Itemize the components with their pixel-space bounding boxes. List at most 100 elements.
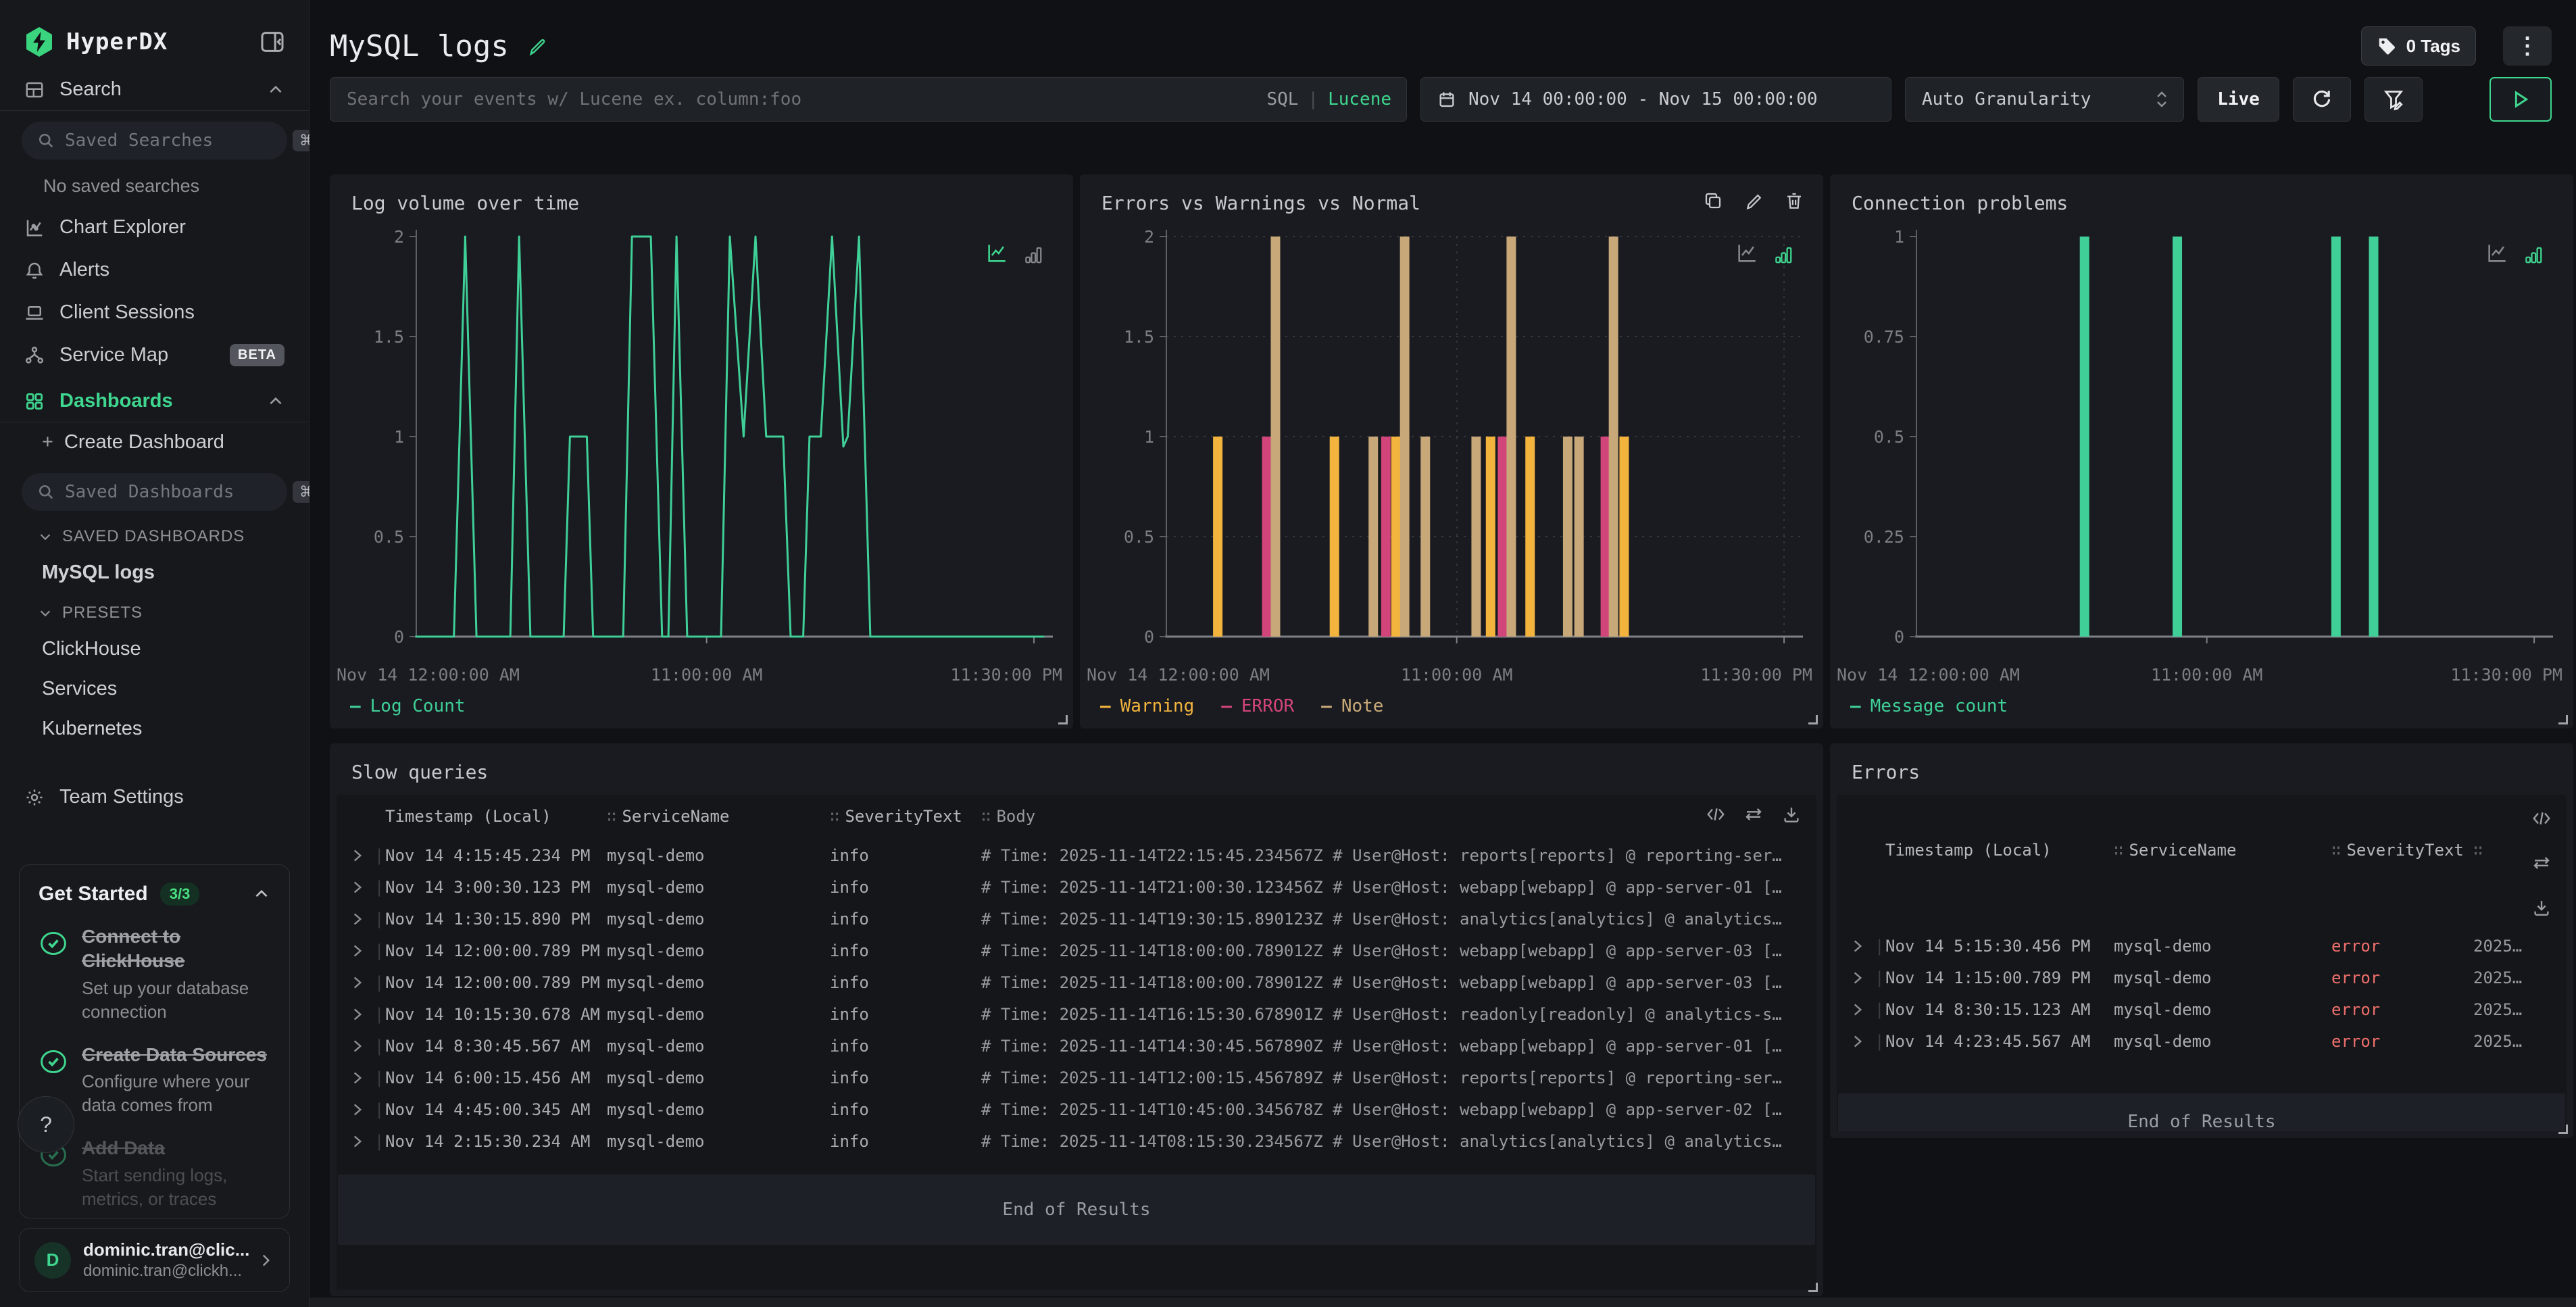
sidebar-item-clickhouse[interactable]: ClickHouse [42, 638, 141, 660]
granularity-select[interactable]: Auto Granularity [1905, 77, 2184, 122]
table-row[interactable]: | Nov 14 10:15:30.678 AM mysql-demo info # T… [337, 998, 1816, 1030]
sidebar-item-dashboards[interactable]: Dashboards [0, 376, 309, 422]
event-search-field[interactable] [347, 89, 1224, 109]
expand-row-chevron-icon[interactable]: | [337, 846, 385, 865]
expand-row-chevron-icon[interactable]: | [337, 1005, 385, 1024]
duplicate-panel-icon[interactable] [1703, 191, 1723, 211]
legend-item[interactable]: — Warning [1100, 696, 1194, 716]
help-button[interactable]: ? [18, 1096, 74, 1153]
sidebar-item-services[interactable]: Services [42, 678, 118, 699]
sidebar-item-team-settings[interactable]: Team Settings [0, 776, 309, 818]
bar-chart[interactable]: 1 0.75 0.5 0.25 0 [1830, 222, 2573, 661]
panel-resize-handle[interactable] [1808, 1283, 1818, 1292]
download-icon[interactable] [2531, 897, 2552, 918]
column-drag-handle[interactable]: ∷ [2331, 841, 2342, 860]
column-header-body[interactable]: ∷ Body [981, 807, 1036, 826]
expand-row-chevron-icon[interactable]: | [337, 878, 385, 897]
wrap-lines-icon[interactable] [2531, 853, 2552, 873]
line-chart[interactable]: 2 1.5 1 0.5 0 [330, 222, 1073, 661]
sidebar-item-mysql-logs[interactable]: MySQL logs [42, 562, 155, 583]
filter-button[interactable] [2364, 77, 2423, 122]
saved-searches-input[interactable]: ⌘K [22, 122, 331, 159]
create-dashboard-button[interactable]: + Create Dashboard [0, 422, 309, 462]
code-view-icon[interactable] [1706, 804, 1726, 824]
column-header-servicename[interactable]: ∷ ServiceName [607, 807, 730, 826]
table-row[interactable]: | Nov 14 8:30:15.123 AM mysql-demo error 202… [1837, 993, 2567, 1025]
sql-toggle[interactable]: SQL [1266, 89, 1299, 109]
column-drag-handle[interactable]: ∷ [981, 807, 991, 826]
column-header-severitytext[interactable]: ∷ SeverityText [2331, 841, 2464, 860]
expand-row-chevron-icon[interactable]: | [1837, 1032, 1885, 1051]
sidebar-item-service-map[interactable]: Service Map BETA [0, 334, 309, 376]
saved-searches-field[interactable] [65, 130, 293, 151]
line-chart-toggle-icon[interactable] [1735, 242, 1758, 265]
table-row[interactable]: | Nov 14 4:15:45.234 PM mysql-demo info # Ti… [337, 839, 1816, 871]
legend-item[interactable]: — Log Count [350, 696, 466, 716]
expand-row-chevron-icon[interactable]: | [337, 1132, 385, 1151]
table-row[interactable]: | Nov 14 8:30:45.567 AM mysql-demo info # Ti… [337, 1030, 1816, 1062]
event-search-input[interactable]: SQL | Lucene [330, 77, 1407, 122]
bar-chart-toggle-icon[interactable] [1773, 245, 1793, 265]
tags-button[interactable]: 0 Tags [2360, 26, 2476, 66]
edit-panel-pencil-icon[interactable] [1743, 191, 1764, 211]
expand-row-chevron-icon[interactable]: | [337, 1100, 385, 1119]
sidebar-item-kubernetes[interactable]: Kubernetes [42, 718, 143, 739]
table-row[interactable]: | Nov 14 1:30:15.890 PM mysql-demo info # Ti… [337, 903, 1816, 935]
line-chart-toggle-icon[interactable] [985, 242, 1008, 265]
column-header-timestamp[interactable]: Timestamp (Local) [385, 807, 551, 826]
table-row[interactable]: | Nov 14 12:00:00.789 PM mysql-demo info # T… [337, 966, 1816, 998]
saved-dashboards-section[interactable]: SAVED DASHBOARDS [0, 516, 309, 553]
chevron-up-icon[interactable] [267, 81, 284, 99]
legend-item[interactable]: — Message count [1850, 696, 2008, 716]
panel-resize-handle[interactable] [1808, 715, 1818, 724]
table-row[interactable]: | Nov 14 4:23:45.567 AM mysql-demo error 202… [1837, 1025, 2567, 1057]
table-row[interactable]: | Nov 14 6:00:15.456 AM mysql-demo info # Ti… [337, 1062, 1816, 1093]
get-started-step-connect[interactable]: Connect to ClickHouse Set up your databa… [39, 924, 270, 1024]
download-icon[interactable] [1781, 804, 1802, 824]
wrap-lines-icon[interactable] [1743, 804, 1764, 824]
column-header-severitytext[interactable]: ∷ SeverityText [830, 807, 962, 826]
expand-row-chevron-icon[interactable]: | [337, 941, 385, 960]
bar-chart-toggle-icon[interactable] [1023, 245, 1043, 265]
sidebar-item-chart-explorer[interactable]: Chart Explorer [0, 206, 309, 249]
column-drag-handle[interactable]: ∷ [607, 807, 617, 826]
column-drag-handle[interactable]: ∷ [830, 807, 840, 826]
delete-panel-trash-icon[interactable] [1784, 191, 1804, 211]
refresh-button[interactable] [2293, 77, 2351, 122]
column-header-servicename[interactable]: ∷ ServiceName [2114, 841, 2237, 860]
column-header-timestamp[interactable]: Timestamp (Local) [1885, 841, 2052, 860]
horizontal-scrollbar[interactable] [309, 1298, 2576, 1307]
saved-dashboards-field[interactable] [65, 482, 293, 502]
expand-row-chevron-icon[interactable]: | [337, 1037, 385, 1056]
expand-row-chevron-icon[interactable]: | [337, 1068, 385, 1087]
column-drag-handle[interactable]: ∷ [2473, 841, 2483, 860]
expand-row-chevron-icon[interactable]: | [337, 973, 385, 992]
chevron-up-icon[interactable] [253, 885, 270, 903]
line-chart-toggle-icon[interactable] [2485, 242, 2508, 265]
expand-row-chevron-icon[interactable]: | [1837, 968, 1885, 987]
sidebar-item-alerts[interactable]: Alerts [0, 249, 309, 291]
bar-chart[interactable]: 2 1.5 1 0.5 0 [1080, 222, 1823, 661]
sidebar-item-client-sessions[interactable]: Client Sessions [0, 291, 309, 334]
user-menu[interactable]: D dominic.tran@clic... dominic.tran@clic… [19, 1228, 290, 1292]
live-button[interactable]: Live [2198, 77, 2279, 122]
table-row[interactable]: | Nov 14 2:15:30.234 AM mysql-demo info # Ti… [337, 1125, 1816, 1157]
get-started-step-sources[interactable]: Create Data Sources Configure where your… [39, 1043, 270, 1118]
date-range-picker[interactable]: Nov 14 00:00:00 - Nov 15 00:00:00 [1420, 77, 1891, 122]
expand-row-chevron-icon[interactable]: | [1837, 937, 1885, 956]
saved-dashboards-input[interactable]: ⌘K [22, 473, 331, 511]
table-row[interactable]: | Nov 14 12:00:00.789 PM mysql-demo info # T… [337, 935, 1816, 966]
table-row[interactable]: | Nov 14 3:00:30.123 PM mysql-demo info # Ti… [337, 871, 1816, 903]
get-started-step-add-data[interactable]: Add Data Start sending logs, metrics, or… [39, 1136, 270, 1211]
panel-resize-handle[interactable] [1058, 715, 1068, 724]
more-menu-button[interactable]: ⋮ [2503, 26, 2552, 66]
presets-section[interactable]: PRESETS [0, 593, 309, 629]
lucene-toggle[interactable]: Lucene [1328, 89, 1391, 109]
panel-resize-handle[interactable] [2558, 715, 2568, 724]
run-query-button[interactable] [2490, 77, 2552, 122]
column-drag-handle[interactable]: ∷ [2114, 841, 2124, 860]
legend-item[interactable]: — Note [1321, 696, 1383, 716]
expand-row-chevron-icon[interactable]: | [1837, 1000, 1885, 1019]
legend-item[interactable]: — ERROR [1221, 696, 1294, 716]
expand-row-chevron-icon[interactable]: | [337, 910, 385, 929]
